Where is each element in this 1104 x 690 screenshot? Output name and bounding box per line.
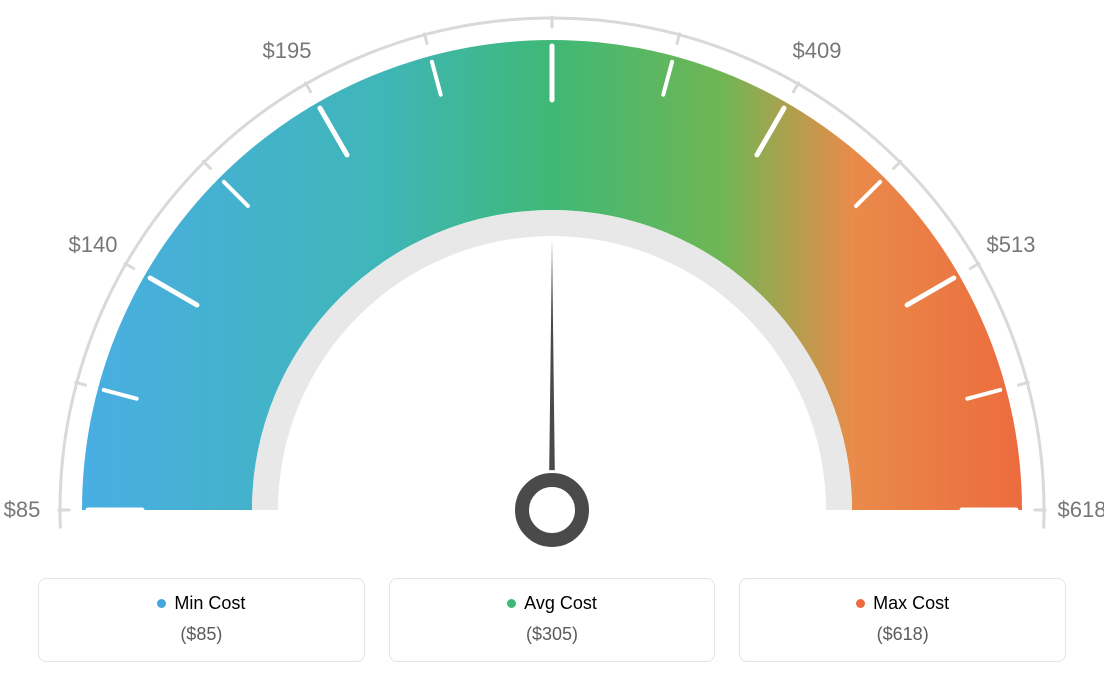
legend-value-avg: ($305) <box>400 624 705 645</box>
dot-icon-min <box>157 599 166 608</box>
dot-icon-avg <box>507 599 516 608</box>
gauge-area: $85$140$195$305$409$513$618 <box>0 0 1104 560</box>
gauge-svg <box>0 0 1104 560</box>
legend-title-max: Max Cost <box>856 593 949 614</box>
legend-label-min: Min Cost <box>174 593 245 614</box>
legend-row: Min Cost ($85) Avg Cost ($305) Max Cost … <box>38 578 1066 662</box>
legend-title-avg: Avg Cost <box>507 593 597 614</box>
legend-label-avg: Avg Cost <box>524 593 597 614</box>
tick-label: $195 <box>263 38 312 64</box>
legend-title-min: Min Cost <box>157 593 245 614</box>
legend-label-max: Max Cost <box>873 593 949 614</box>
tick-label: $409 <box>793 38 842 64</box>
tick-label: $513 <box>987 232 1036 258</box>
dot-icon-max <box>856 599 865 608</box>
legend-card-min: Min Cost ($85) <box>38 578 365 662</box>
legend-value-max: ($618) <box>750 624 1055 645</box>
legend-value-min: ($85) <box>49 624 354 645</box>
cost-gauge-chart: $85$140$195$305$409$513$618 Min Cost ($8… <box>0 0 1104 690</box>
legend-card-max: Max Cost ($618) <box>739 578 1066 662</box>
tick-label: $618 <box>1058 497 1104 523</box>
legend-card-avg: Avg Cost ($305) <box>389 578 716 662</box>
tick-label: $85 <box>4 497 41 523</box>
tick-label: $140 <box>69 232 118 258</box>
